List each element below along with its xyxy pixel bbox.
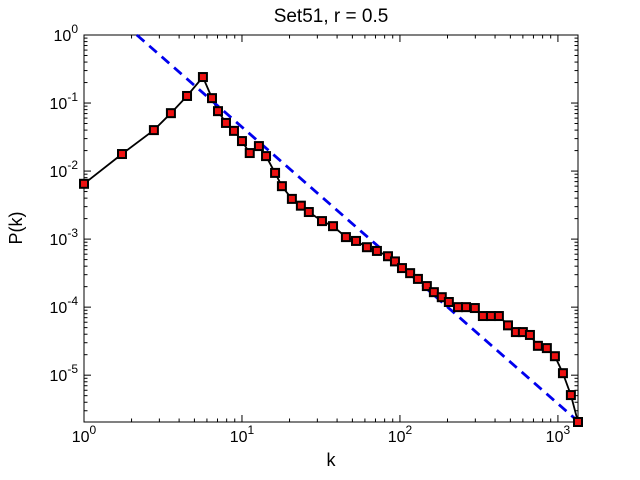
data-point-marker: [117, 149, 128, 160]
x-axis-label: k: [327, 450, 337, 470]
x-axis-tick-label: 100: [72, 423, 97, 446]
data-point-marker: [220, 117, 231, 128]
data-point-marker: [382, 251, 393, 262]
y-axis-label: P(k): [6, 212, 26, 245]
data-point-marker: [328, 221, 339, 232]
data-point-marker: [549, 351, 560, 362]
powerlaw-guide-line: [135, 33, 579, 423]
data-point-marker: [477, 311, 488, 322]
data-point-marker: [405, 268, 416, 279]
data-point-marker: [485, 311, 496, 322]
y-axis-tick-label: 10-3: [50, 226, 79, 249]
data-point-marker: [421, 281, 432, 292]
data-point-marker: [524, 329, 535, 340]
plot-content: 100 101 102 103 100 10-1 10-2 10-3 10-4 10-5: [50, 22, 583, 446]
data-point-marker: [295, 200, 306, 211]
x-axis-tick-label: 102: [388, 423, 413, 446]
data-series-markers: [79, 72, 583, 427]
data-point-marker: [253, 141, 264, 152]
data-point-marker: [361, 242, 372, 253]
data-point-marker: [165, 108, 176, 119]
plot-title: Set51, r = 0.5: [274, 6, 389, 27]
x-axis-tick-label: 103: [546, 423, 571, 446]
data-point-marker: [351, 235, 362, 246]
data-point-marker: [316, 216, 327, 227]
data-point-marker: [261, 151, 272, 162]
data-point-marker: [371, 245, 382, 256]
data-point-marker: [557, 368, 568, 379]
y-axis-tick-label: 10-2: [50, 158, 79, 181]
data-point-marker: [79, 178, 89, 189]
data-point-marker: [565, 390, 576, 401]
data-point-marker: [389, 256, 400, 267]
data-point-marker: [396, 263, 407, 274]
data-point-marker: [270, 167, 281, 178]
data-point-marker: [428, 287, 439, 298]
data-point-marker: [303, 207, 314, 218]
data-point-marker: [340, 232, 351, 243]
data-point-marker: [244, 148, 255, 159]
data-point-marker: [541, 343, 552, 354]
data-point-marker: [212, 106, 223, 117]
y-axis-tick-label: 100: [54, 22, 79, 45]
data-point-marker: [148, 125, 159, 136]
data-point-marker: [236, 136, 247, 147]
data-point-marker: [502, 320, 513, 331]
data-point-marker: [443, 297, 454, 308]
data-point-marker: [276, 181, 287, 192]
data-point-marker: [412, 273, 423, 284]
data-point-marker: [493, 311, 504, 322]
data-point-marker: [532, 340, 543, 351]
y-axis-tick-label: 10-1: [50, 90, 79, 113]
plot-box: [83, 34, 579, 423]
data-point-marker: [206, 93, 217, 104]
data-point-marker: [461, 302, 472, 313]
y-axis-tick-label: 10-4: [50, 294, 79, 317]
data-point-marker: [228, 125, 239, 136]
y-axis-tick-label: 10-5: [50, 362, 79, 385]
data-point-marker: [452, 302, 463, 313]
data-point-marker: [469, 303, 480, 314]
data-point-marker: [286, 193, 297, 204]
data-point-marker: [197, 72, 208, 83]
axis-ticks: [83, 34, 578, 422]
data-point-marker: [573, 417, 583, 427]
tick-labels: 100 101 102 103 100 10-1 10-2 10-3 10-4 10-5: [50, 22, 571, 446]
data-point-marker: [182, 90, 193, 101]
x-axis-tick-label: 101: [230, 423, 255, 446]
